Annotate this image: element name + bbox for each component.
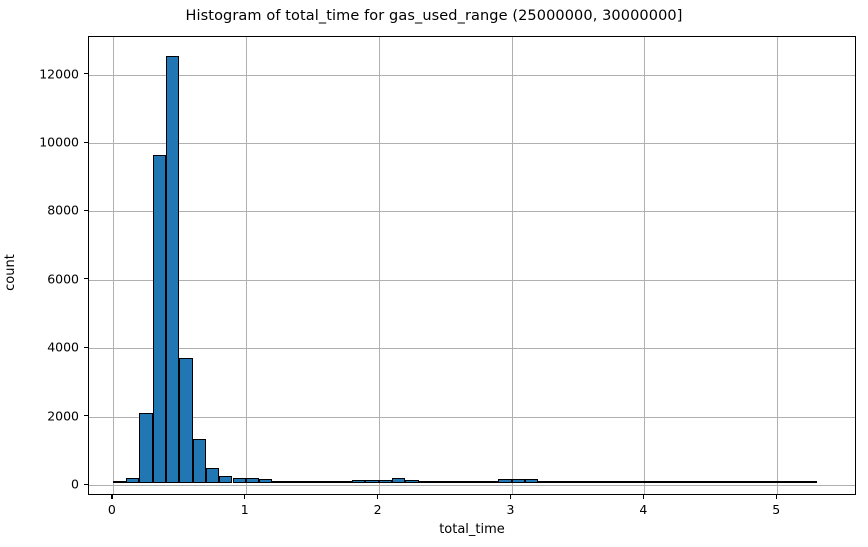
histogram-bar (577, 481, 592, 484)
histogram-bar (604, 481, 618, 484)
y-tick-label: 0 (71, 476, 79, 492)
x-tick-mark (642, 495, 644, 499)
gridline-horizontal (89, 485, 855, 487)
histogram-bar (431, 481, 446, 484)
x-tick-label: 5 (772, 502, 781, 517)
y-tick-mark (84, 415, 88, 417)
histogram-bar (219, 476, 233, 484)
histogram-bar (750, 481, 764, 484)
histogram-bar (777, 481, 791, 484)
histogram-bar (790, 481, 804, 484)
histogram-bar (644, 481, 658, 484)
y-tick-mark (84, 278, 88, 280)
y-tick-label: 8000 (47, 202, 79, 218)
histogram-bar (139, 412, 153, 484)
histogram-bar (498, 479, 512, 484)
histogram-bar (312, 481, 326, 484)
y-tick-label: 4000 (47, 339, 79, 355)
histogram-bar (471, 481, 485, 484)
gridline-vertical (511, 37, 513, 494)
x-tick-label: 4 (639, 502, 648, 517)
x-tick-label: 3 (506, 502, 515, 517)
histogram-bar (710, 481, 725, 484)
gridline-vertical (112, 37, 114, 494)
x-tick-label: 1 (240, 502, 249, 517)
histogram-bar (670, 481, 685, 484)
histogram-bar (272, 481, 286, 484)
histogram-bar (631, 481, 645, 484)
histogram-bar (418, 481, 432, 484)
x-tick-mark (111, 495, 113, 499)
histogram-bar (697, 481, 711, 484)
histogram-bar (192, 439, 206, 484)
histogram-bar (245, 477, 260, 484)
x-tick-mark (377, 495, 379, 499)
gridline-vertical (644, 37, 646, 494)
histogram-bar (232, 477, 246, 484)
histogram-bar (378, 479, 392, 484)
histogram-bar (126, 477, 140, 484)
y-tick-label: 12000 (39, 66, 79, 82)
histogram-bar (724, 481, 738, 484)
plot-area (88, 36, 856, 495)
gridline-vertical (777, 37, 779, 494)
gridline-horizontal (89, 143, 855, 145)
histogram-bar (405, 479, 419, 484)
histogram-bar (259, 479, 273, 484)
histogram-bar (391, 477, 406, 484)
histogram-bar (458, 481, 472, 484)
y-tick-mark (84, 209, 88, 212)
histogram-bar (166, 55, 180, 484)
histogram-bar (591, 481, 605, 484)
histogram-bar (511, 478, 525, 484)
histogram-bar (524, 478, 539, 484)
gridline-horizontal (89, 348, 855, 350)
histogram-bar (298, 481, 313, 484)
histogram-bar (152, 154, 167, 484)
gridline-vertical (245, 37, 247, 494)
histogram-bar (737, 481, 751, 484)
y-tick-label: 10000 (39, 134, 79, 150)
gridline-horizontal (89, 416, 855, 418)
x-tick-label: 0 (107, 502, 116, 517)
histogram-bar (205, 468, 220, 484)
histogram-bar (352, 479, 366, 484)
histogram-bar (657, 481, 671, 484)
y-tick-mark (84, 141, 88, 143)
histogram-bar (445, 481, 459, 484)
histogram-bar (484, 481, 499, 484)
x-axis-label: total_time (439, 522, 505, 537)
gridline-horizontal (89, 74, 855, 76)
histogram-bar (617, 481, 632, 484)
histogram-bar (803, 481, 818, 484)
gridline-horizontal (89, 211, 855, 213)
histogram-bar (365, 479, 379, 484)
histogram-bar (763, 481, 778, 484)
y-tick-label: 6000 (47, 271, 79, 287)
gridline-vertical (378, 37, 380, 494)
histogram-bar (285, 481, 299, 484)
histogram-bar (338, 481, 353, 484)
gridline-horizontal (89, 279, 855, 281)
histogram-bar (112, 481, 127, 484)
y-tick-mark (84, 483, 88, 485)
histogram-bar (179, 358, 193, 484)
x-tick-label: 2 (373, 502, 382, 517)
x-tick-mark (775, 495, 777, 499)
y-axis-label: count (2, 254, 18, 291)
y-tick-mark (84, 346, 88, 348)
histogram-bar (564, 481, 578, 484)
histogram-bar (538, 480, 552, 484)
histogram-bar (551, 480, 565, 484)
y-tick-label: 2000 (47, 408, 79, 424)
histogram-bar (325, 481, 339, 484)
histogram-bar (684, 481, 698, 484)
x-tick-mark (244, 495, 246, 499)
y-tick-mark (84, 73, 88, 75)
chart-title: Histogram of total_time for gas_used_ran… (185, 8, 683, 24)
x-tick-mark (510, 495, 512, 499)
